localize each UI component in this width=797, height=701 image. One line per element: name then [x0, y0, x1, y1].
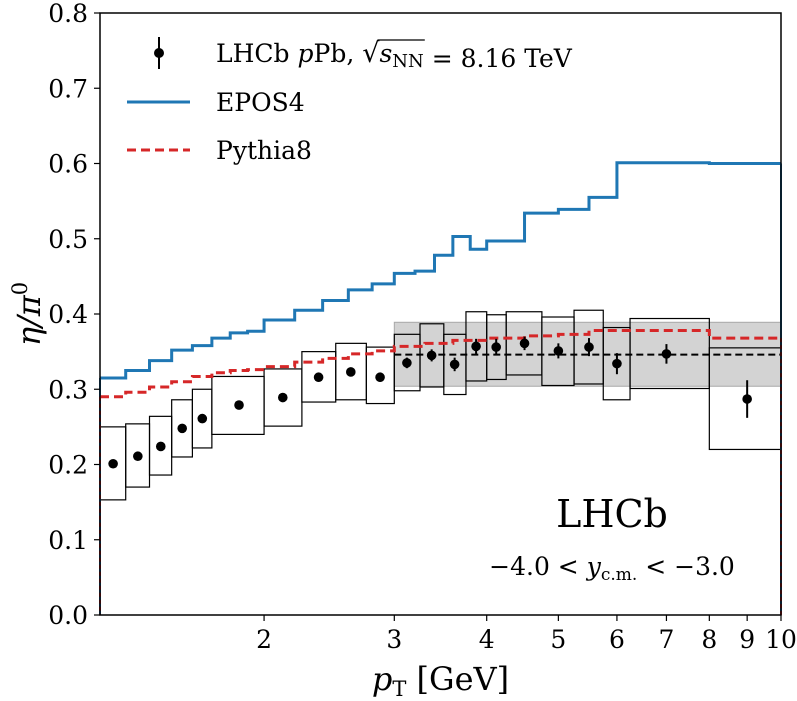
epos-curve	[100, 161, 781, 380]
data-point-12	[426, 350, 437, 361]
legend-data-marker	[154, 48, 164, 58]
x-tick-label-4: 4	[479, 625, 495, 654]
rapidity-range-label: −4.0 < yc.m. < −3.0	[489, 552, 735, 585]
data-point-17	[553, 346, 564, 356]
legend: LHCb pPb, √sNN = 8.16 TeV EPOS4 Pythia8	[127, 37, 573, 165]
legend-label-epos: EPOS4	[216, 88, 305, 117]
x-tick-label-6: 6	[609, 625, 625, 654]
experiment-label: LHCb	[556, 492, 668, 536]
data-points-layer	[108, 336, 752, 469]
x-tick-label-5: 5	[550, 625, 566, 654]
data-point-15	[491, 342, 501, 352]
y-tick-label-0.6: 0.6	[48, 150, 88, 179]
x-axis-label: pT [GeV]	[372, 660, 509, 701]
x-tick-label-10: 10	[765, 625, 797, 654]
data-point-11	[402, 358, 412, 368]
data-point-8	[313, 372, 324, 383]
y-tick-label-0.0: 0.0	[48, 601, 88, 630]
data-point-4	[177, 423, 188, 434]
pythia-curve	[100, 329, 781, 399]
data-point-6	[234, 400, 244, 410]
annotations: LHCb −4.0 < yc.m. < −3.0	[489, 492, 735, 585]
data-point-10	[375, 372, 385, 383]
x-tick-label-9: 9	[739, 625, 755, 654]
data-point-20	[661, 349, 672, 359]
systematic-boxes-layer	[99, 309, 782, 501]
y-axis-label: η/π0	[8, 282, 48, 346]
data-point-14	[471, 341, 481, 352]
data-point-13	[449, 359, 460, 370]
data-point-2	[133, 451, 143, 462]
y-tick-label-0.2: 0.2	[48, 451, 88, 480]
x-tick-label-2: 2	[256, 625, 272, 654]
data-point-9	[345, 367, 356, 377]
y-tick-label-0.8: 0.8	[48, 0, 88, 28]
x-tick-label-7: 7	[658, 625, 674, 654]
x-tick-label-3: 3	[386, 625, 402, 654]
data-point-19	[612, 358, 622, 369]
data-point-7	[277, 392, 288, 403]
plot-frame	[99, 12, 782, 616]
data-point-18	[584, 342, 594, 352]
y-tick-label-0.5: 0.5	[48, 225, 88, 254]
x-tick-label-8: 8	[701, 625, 717, 654]
data-point-3	[155, 441, 166, 452]
y-tick-label-0.3: 0.3	[48, 375, 88, 404]
axis-ticks: 2 3 4 5 6 7 8 9 10 0.0 0.1 0.2 0.3 0.4 0.5 0.6 0.7 0.8	[48, 0, 797, 654]
y-tick-label-0.4: 0.4	[48, 300, 88, 329]
data-point-16	[519, 338, 530, 349]
data-point-5	[197, 413, 208, 424]
axes-frame	[99, 12, 782, 616]
y-tick-label-0.1: 0.1	[48, 526, 88, 555]
legend-label-data: LHCb pPb, √sNN = 8.16 TeV	[216, 38, 573, 73]
axis-labels: pT [GeV] η/π0	[8, 282, 509, 701]
y-tick-label-0.7: 0.7	[48, 74, 88, 103]
data-point-21	[742, 394, 752, 404]
data-point-1	[108, 458, 118, 469]
legend-label-pythia: Pythia8	[216, 136, 312, 165]
